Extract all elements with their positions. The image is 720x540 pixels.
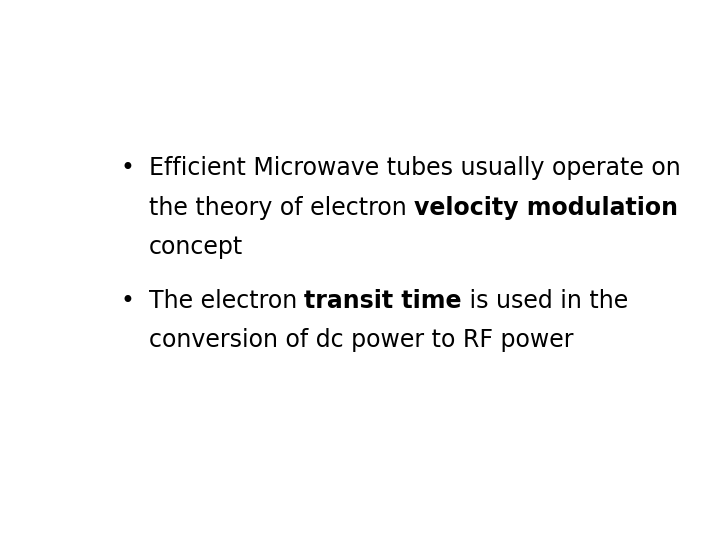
Text: velocity modulation: velocity modulation	[414, 196, 678, 220]
Text: is used in the: is used in the	[462, 288, 628, 313]
Text: Efficient Microwave tubes usually operate on: Efficient Microwave tubes usually operat…	[148, 156, 680, 180]
Text: transit time: transit time	[305, 288, 462, 313]
Text: •: •	[121, 288, 135, 313]
Text: The electron: The electron	[148, 288, 305, 313]
Text: concept: concept	[148, 235, 243, 259]
Text: the theory of electron: the theory of electron	[148, 196, 414, 220]
Text: •: •	[121, 156, 135, 180]
Text: conversion of dc power to RF power: conversion of dc power to RF power	[148, 328, 573, 352]
